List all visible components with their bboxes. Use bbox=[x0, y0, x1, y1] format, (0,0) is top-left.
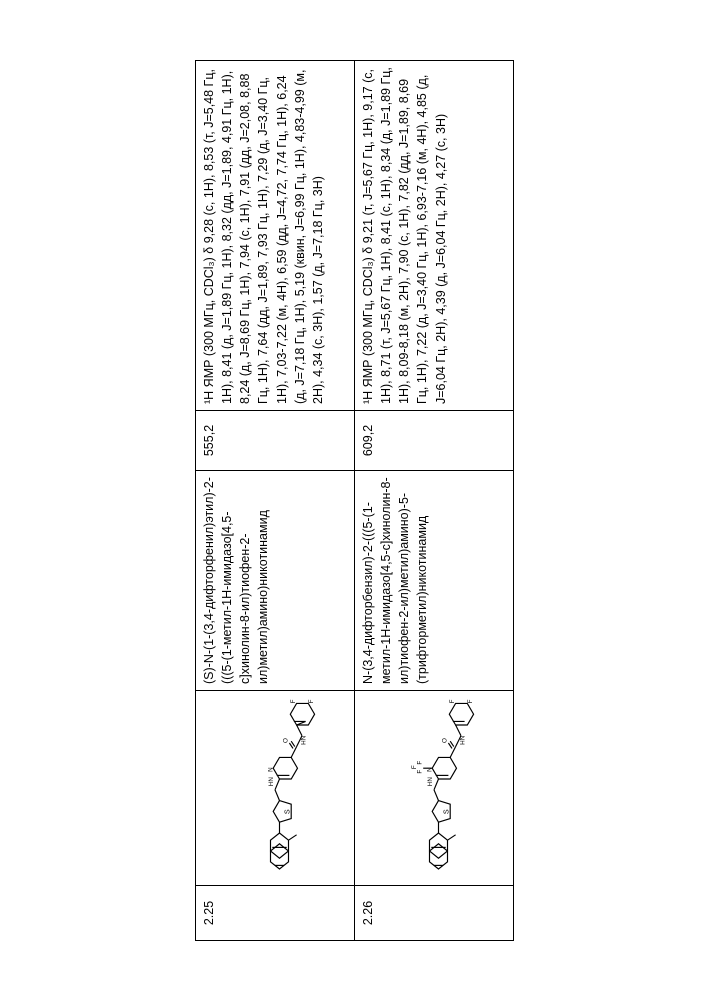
mz-cell: 555,2 bbox=[195, 410, 354, 470]
nmr-cell: ¹H ЯМР (300 МГц, CDCl₃) δ 9,21 (т, J=5,6… bbox=[354, 60, 513, 410]
svg-text:F: F bbox=[307, 699, 314, 703]
compound-name-cell: N-(3,4-дифторбензил)-2-(((5-(1-метил-1H-… bbox=[354, 470, 513, 690]
svg-text:HN: HN bbox=[268, 776, 275, 786]
table-row: 2.25 bbox=[195, 60, 354, 940]
compound-name: N-(3,4-дифторбензил)-2-(((5-(1-метил-1H-… bbox=[361, 477, 429, 684]
svg-text:O: O bbox=[441, 738, 448, 743]
structure-cell: S HN N F bbox=[354, 690, 513, 885]
molecule-icon: S HN N bbox=[230, 698, 320, 878]
table-row: 2.26 bbox=[354, 60, 513, 940]
svg-text:N: N bbox=[426, 766, 433, 771]
mz-value: 555,2 bbox=[202, 424, 216, 455]
page-container: 2.25 bbox=[0, 0, 708, 1000]
nmr-text: ¹H ЯМР (300 МГц, CDCl₃) δ 9,28 (с, 1H), … bbox=[202, 69, 325, 404]
compound-id: 2.25 bbox=[202, 900, 216, 924]
svg-text:F: F bbox=[466, 699, 473, 703]
mz-value: 609,2 bbox=[361, 424, 375, 455]
svg-text:S: S bbox=[441, 809, 450, 814]
compound-name: (S)-N-(1-(3,4-дифторфенил)этил)-2-(((5-(… bbox=[202, 477, 270, 684]
svg-text:S: S bbox=[282, 809, 291, 814]
compound-id: 2.26 bbox=[361, 900, 375, 924]
svg-text:HN: HN bbox=[300, 735, 307, 745]
svg-text:F: F bbox=[448, 699, 455, 703]
table-body: 2.25 bbox=[195, 60, 513, 940]
svg-text:HN: HN bbox=[459, 735, 466, 745]
molecule-icon: S HN N F bbox=[389, 698, 479, 878]
structure-drawing: S HN N F bbox=[359, 697, 509, 879]
mz-cell: 609,2 bbox=[354, 410, 513, 470]
svg-text:F: F bbox=[289, 699, 296, 703]
structure-cell: S HN N bbox=[195, 690, 354, 885]
svg-text:F: F bbox=[416, 760, 423, 764]
rotated-content: 2.25 bbox=[195, 60, 514, 941]
compound-table: 2.25 bbox=[195, 60, 514, 941]
compound-id-cell: 2.25 bbox=[195, 885, 354, 940]
compound-name-cell: (S)-N-(1-(3,4-дифторфенил)этил)-2-(((5-(… bbox=[195, 470, 354, 690]
svg-text:HN: HN bbox=[427, 776, 434, 786]
compound-id-cell: 2.26 bbox=[354, 885, 513, 940]
structure-drawing: S HN N bbox=[200, 697, 350, 879]
nmr-cell: ¹H ЯМР (300 МГц, CDCl₃) δ 9,28 (с, 1H), … bbox=[195, 60, 354, 410]
svg-text:O: O bbox=[282, 738, 289, 743]
nmr-text: ¹H ЯМР (300 МГц, CDCl₃) δ 9,21 (т, J=5,6… bbox=[361, 67, 448, 404]
svg-text:N: N bbox=[267, 766, 274, 771]
